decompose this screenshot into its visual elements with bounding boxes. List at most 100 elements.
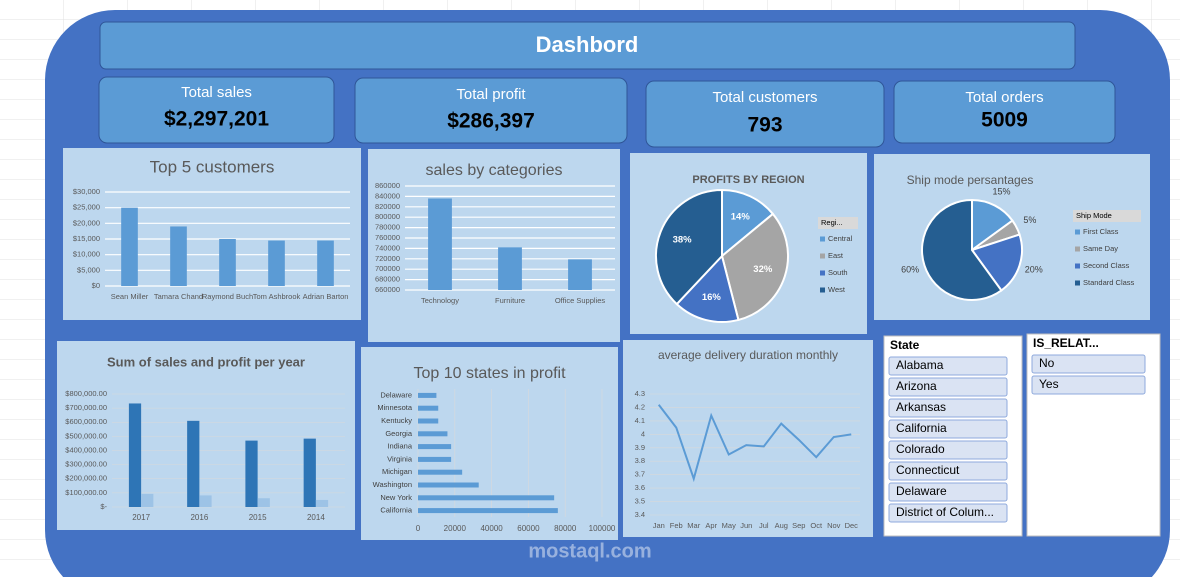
y-tick-label: $5,000 [77,265,100,274]
y-tick-label: 820000 [375,202,400,211]
x-tick-label: Tamara Chand [154,292,203,301]
bar [199,495,212,507]
legend-swatch [1075,229,1080,235]
bar [418,444,452,450]
bar [317,240,334,286]
kpi-value: $286,397 [447,110,535,133]
slicer-item[interactable] [888,377,1008,397]
y-tick-label: 760000 [375,233,400,242]
slicer-item[interactable] [1031,375,1146,395]
y-tick-label: $600,000.00 [65,417,107,426]
bar [170,226,187,286]
bar [187,420,200,507]
slicer-item[interactable] [888,440,1008,460]
y-tick-label: $20,000 [73,218,100,227]
chart-title: Sum of sales and profit per year [107,354,305,369]
x-tick-label: Oct [810,521,823,530]
x-tick-label: Adrian Barton [303,292,349,301]
y-tick-label: $400,000.00 [65,445,107,454]
data-label: 20% [1025,264,1043,274]
x-tick-label: Furniture [495,296,525,305]
slicer-item[interactable] [888,503,1008,523]
chart-title: Top 10 states in profit [413,365,566,382]
slicer-item-label: No [1039,356,1055,370]
chart-panel [623,340,873,537]
y-tick-label: 3.7 [635,470,645,479]
x-tick-label: 2014 [307,513,325,522]
bar [245,440,258,507]
kpi-card [893,80,1116,144]
kpi-label: Total customers [712,89,817,106]
x-tick-label: 60000 [517,524,540,533]
data-label: 38% [673,235,693,246]
chart-title: sales by categories [426,162,563,179]
slicer-item-label: Connecticut [896,463,960,477]
y-tick-label: Washington [373,480,412,489]
bar [568,259,592,290]
legend-label: Standard Class [1083,278,1135,287]
y-tick-label: Kentucky [381,416,412,425]
pie-slice [720,212,789,322]
bar [315,499,329,507]
y-tick-label: 680000 [375,275,400,284]
slicer-item[interactable] [888,398,1008,418]
legend-swatch [820,236,825,242]
y-tick-label: $25,000 [73,203,100,212]
bar [428,198,452,290]
x-tick-label: Mar [687,521,700,530]
legend-label: West [828,285,846,294]
y-tick-label: California [380,506,413,515]
x-tick-label: Raymond Buch [202,292,253,301]
kpi-label: Total sales [181,84,252,101]
slicer-item[interactable] [1031,354,1146,374]
y-tick-label: Michigan [382,467,412,476]
slicer-item[interactable] [888,461,1008,481]
y-tick-label: 720000 [375,254,400,263]
y-tick-label: 860000 [375,181,400,190]
y-tick-label: 700000 [375,264,400,273]
x-tick-label: Tom Ashbrook [253,292,301,301]
legend-swatch [1075,280,1080,286]
y-tick-label: 3.8 [635,456,645,465]
bar [121,207,138,286]
x-tick-label: Dec [845,521,859,530]
y-tick-label: $- [100,502,107,511]
chart-panel [63,148,361,320]
data-label: 32% [753,264,773,275]
kpi-card [354,77,628,144]
y-tick-label: $700,000.00 [65,403,107,412]
legend-swatch [820,270,825,276]
y-tick-label: 740000 [375,243,400,252]
pie-slice [675,253,740,323]
watermark: mostaql.com [528,540,651,562]
y-tick-label: $100,000.00 [65,488,107,497]
y-tick-label: $0 [92,281,100,290]
y-tick-label: 840000 [375,191,400,200]
kpi-card [645,80,885,148]
kpi-label: Total profit [456,86,526,103]
slicer-item[interactable] [888,419,1008,439]
x-tick-label: 2015 [249,513,267,522]
legend-header[interactable] [818,217,858,229]
bar [418,418,439,424]
y-tick-label: $200,000.00 [65,474,107,483]
x-tick-label: Jan [653,521,665,530]
y-tick-label: Minnesota [377,403,412,412]
pie-slice [921,198,1003,301]
legend-label: Central [828,234,853,243]
x-tick-label: 2016 [190,513,208,522]
bar [418,405,439,411]
slicer-item[interactable] [888,482,1008,502]
y-tick-label: 4 [641,429,645,438]
slicer-item-label: Arizona [896,379,937,393]
y-tick-label: $800,000.00 [65,389,107,398]
x-tick-label: 100000 [589,524,616,533]
legend-header[interactable] [1073,210,1141,222]
y-tick-label: 3.6 [635,483,645,492]
pie-slice [721,188,775,259]
legend-label: First Class [1083,227,1119,236]
x-tick-label: 80000 [554,524,577,533]
slicer-item-label: Alabama [896,358,944,372]
slicer-item[interactable] [888,356,1008,376]
